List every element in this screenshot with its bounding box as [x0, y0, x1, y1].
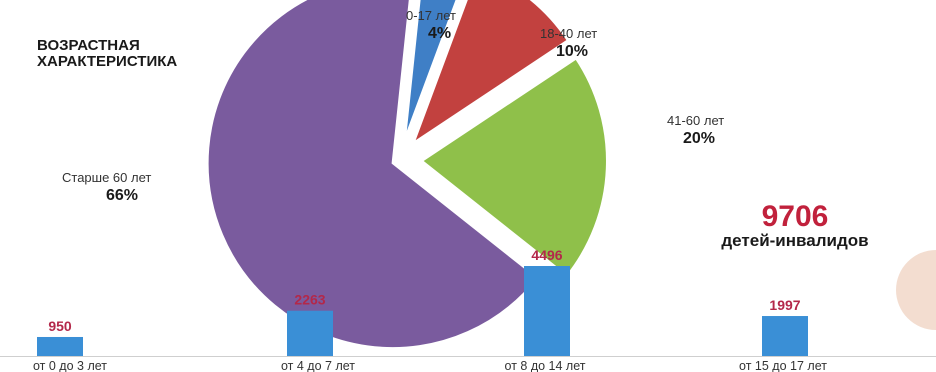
bar-0	[37, 336, 83, 356]
bar-value-label-2: 4496	[531, 247, 562, 263]
bar-value-label-0: 950	[48, 318, 72, 334]
slice-value-41-60: 20%	[683, 130, 715, 147]
bar-2	[524, 266, 570, 356]
bar-category-label-2: от 8 до 14 лет	[505, 359, 586, 372]
bar-value-label-3: 1997	[769, 297, 800, 313]
pie-slice-41-60	[420, 57, 608, 278]
slice-value-18-40: 10%	[556, 43, 588, 60]
slice-value-0-17: 4%	[428, 25, 451, 42]
slice-label-over-60: Старше 60 лет	[62, 170, 151, 185]
bar-series: 950 от 0 до 3 лет 2263 от 4 до 7 лет 4496 от …	[33, 247, 827, 372]
bar-category-label-0: от 0 до 3 лет	[33, 359, 107, 372]
pie-slice-0-17	[404, 0, 458, 139]
pie-slice-over-60	[206, 0, 540, 350]
pie-title-line-2: ХАРАКТЕРИСТИКА	[37, 53, 177, 70]
total-caption: детей-инвалидов	[721, 231, 868, 250]
slice-label-18-40: 18-40 лет	[540, 26, 597, 41]
pie-slices	[206, 0, 608, 350]
bar-value-label-1: 2263	[294, 292, 325, 308]
slice-label-0-17: 0-17 лет	[406, 8, 456, 23]
bar-1	[287, 310, 333, 356]
pie-title-line-1: ВОЗРАСТНАЯ	[37, 37, 140, 54]
bar-category-label-1: от 4 до 7 лет	[281, 359, 355, 372]
slice-label-41-60: 41-60 лет	[667, 113, 724, 128]
pie-slice-18-40	[411, 0, 570, 146]
bar-category-label-3: от 15 до 17 лет	[739, 359, 827, 372]
bar-3	[762, 316, 808, 356]
slice-value-over-60: 66%	[106, 187, 138, 204]
total-value: 9706	[762, 200, 829, 233]
